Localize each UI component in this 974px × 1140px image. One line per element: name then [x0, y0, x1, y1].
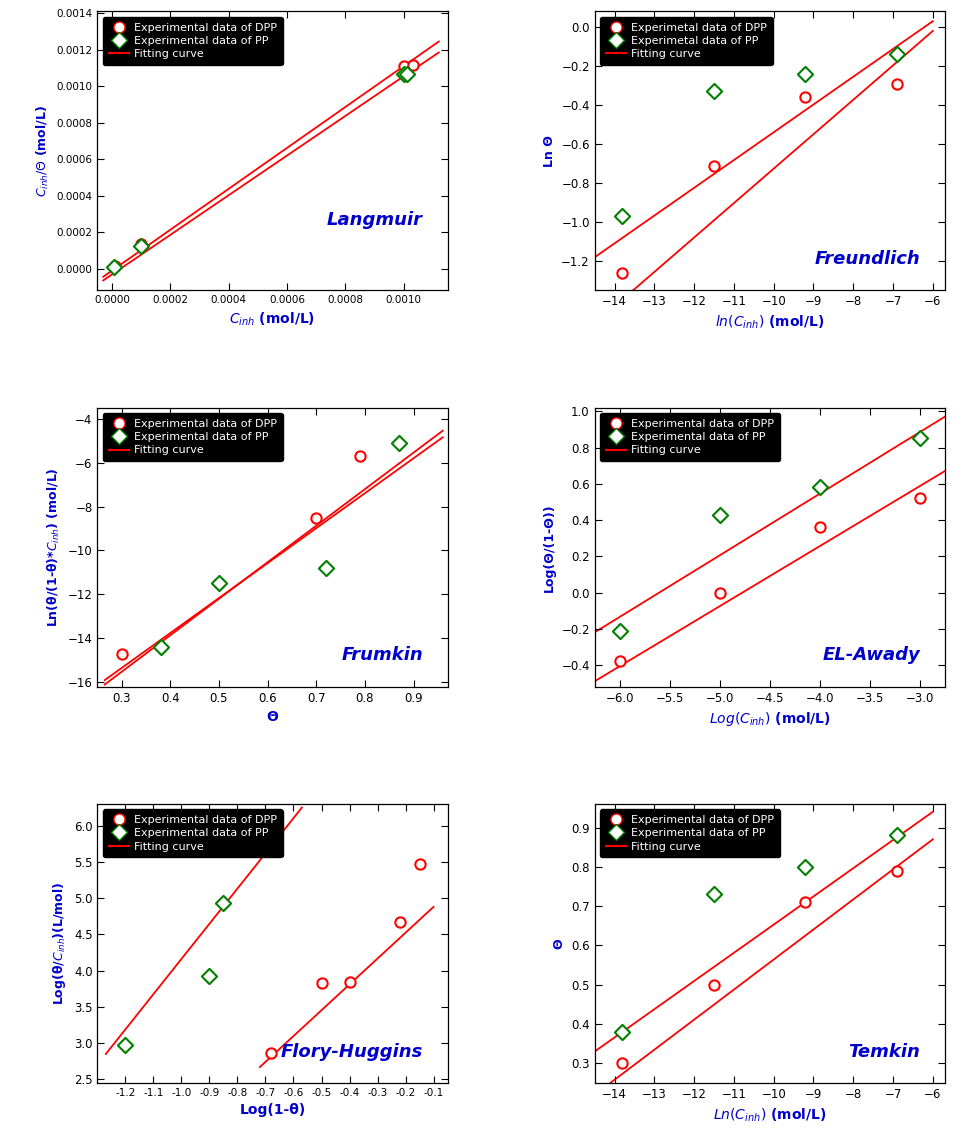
Point: [798, 88, 813, 106]
Point: [812, 479, 828, 497]
Legend: Experimental data of DPP, Experimental data of PP, Fitting curve: Experimental data of DPP, Experimental d…: [600, 413, 780, 461]
X-axis label: $Ln(C_{inh})$ (mol/L): $Ln(C_{inh})$ (mol/L): [713, 1107, 826, 1124]
Y-axis label: $C_{inh}/\Theta$ (mol/L): $C_{inh}/\Theta$ (mol/L): [35, 105, 51, 197]
Point: [706, 976, 722, 994]
Point: [392, 433, 407, 451]
Y-axis label: Ln(θ/(1-θ)*$C_{inh}$) (mol/L): Ln(θ/(1-θ)*$C_{inh}$) (mol/L): [46, 467, 62, 627]
Point: [889, 74, 905, 92]
Point: [202, 967, 217, 985]
Point: [314, 974, 329, 992]
Point: [211, 575, 227, 593]
Point: [712, 584, 728, 602]
Point: [614, 207, 629, 226]
Point: [812, 519, 828, 537]
Point: [612, 621, 627, 640]
Point: [106, 258, 122, 276]
X-axis label: Log(1-θ): Log(1-θ): [240, 1104, 306, 1117]
Point: [215, 894, 231, 912]
Point: [614, 1054, 629, 1073]
Point: [211, 575, 227, 593]
Point: [399, 65, 415, 83]
Text: Langmuir: Langmuir: [327, 211, 423, 229]
Point: [318, 559, 334, 577]
X-axis label: $ln(C_{inh})$ (mol/L): $ln(C_{inh})$ (mol/L): [715, 314, 824, 332]
Point: [107, 258, 123, 276]
Point: [309, 508, 324, 527]
Y-axis label: Log(Θ/(1-Θ)): Log(Θ/(1-Θ)): [543, 503, 556, 592]
Legend: Experimetal data of DPP, Experimetal data of PP, Fitting curve: Experimetal data of DPP, Experimetal dat…: [600, 17, 772, 65]
Text: Temkin: Temkin: [848, 1043, 920, 1060]
Point: [412, 855, 428, 873]
Text: Flory-Huggins: Flory-Huggins: [281, 1043, 423, 1060]
Point: [114, 644, 130, 662]
Point: [353, 447, 368, 465]
Point: [798, 893, 813, 911]
Point: [263, 832, 279, 850]
Point: [396, 65, 412, 83]
Text: Freundlich: Freundlich: [814, 250, 920, 268]
Point: [889, 826, 905, 845]
X-axis label: $Log(C_{inh})$ (mol/L): $Log(C_{inh})$ (mol/L): [709, 710, 831, 728]
Point: [712, 505, 728, 523]
Legend: Experimental data of DPP, Experimental data of PP, Fitting curve: Experimental data of DPP, Experimental d…: [103, 413, 282, 461]
Point: [614, 263, 629, 282]
Point: [396, 57, 412, 75]
Point: [614, 1023, 629, 1041]
Point: [912, 430, 927, 448]
Y-axis label: Log(θ/$C_{inh}$)(L/mol): Log(θ/$C_{inh}$)(L/mol): [52, 881, 68, 1005]
Point: [706, 82, 722, 100]
Point: [393, 913, 408, 931]
Legend: Experimental data of DPP, Experimental data of PP, Fitting curve: Experimental data of DPP, Experimental d…: [103, 17, 282, 65]
Point: [342, 974, 357, 992]
Text: EL-Awady: EL-Awady: [822, 646, 920, 665]
Point: [153, 638, 169, 657]
Y-axis label: Ln Θ: Ln Θ: [543, 135, 555, 166]
Point: [612, 652, 627, 670]
Point: [889, 862, 905, 880]
Point: [798, 857, 813, 876]
Point: [118, 1036, 133, 1054]
Point: [263, 1043, 279, 1061]
Point: [405, 56, 421, 74]
Point: [889, 46, 905, 64]
X-axis label: $C_{inh}$ (mol/L): $C_{inh}$ (mol/L): [230, 311, 316, 328]
Point: [133, 235, 149, 253]
Point: [706, 886, 722, 904]
Point: [706, 156, 722, 174]
Point: [133, 237, 149, 255]
Point: [798, 65, 813, 83]
Point: [912, 489, 927, 507]
Legend: Experimental data of DPP, Experimental data of PP, Fitting curve: Experimental data of DPP, Experimental d…: [600, 809, 780, 857]
Legend: Experimental data of DPP, Experimental data of PP, Fitting curve: Experimental data of DPP, Experimental d…: [103, 809, 282, 857]
Y-axis label: Θ: Θ: [552, 938, 566, 948]
X-axis label: Θ: Θ: [267, 710, 279, 724]
Text: Frumkin: Frumkin: [341, 646, 423, 665]
